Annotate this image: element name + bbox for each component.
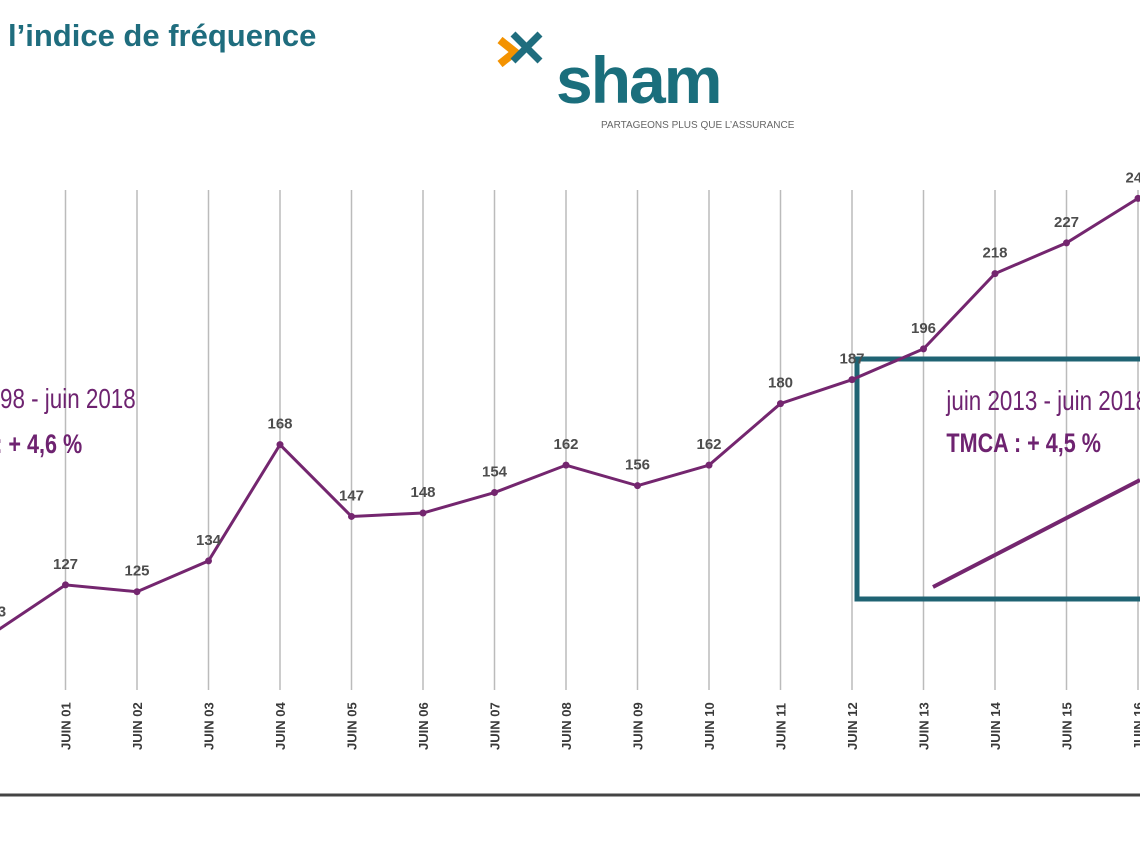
x-tick-label: JUIN 07 <box>488 702 503 750</box>
x-tick-label: JUIN 11 <box>774 703 789 750</box>
point <box>276 441 284 449</box>
point <box>991 270 999 278</box>
point <box>348 512 355 520</box>
value-label: 156 <box>625 457 650 474</box>
x-tick-label: JUIN 05 <box>345 702 360 750</box>
point <box>777 400 784 408</box>
chart-title: l’indice de fréquence <box>8 18 316 53</box>
x-tick-label: JUIN 15 <box>1060 702 1075 750</box>
logo: sham PARTAGEONS PLUS QUE L’ASSURANCE <box>497 31 795 131</box>
point <box>562 461 570 469</box>
value-label: 125 <box>124 563 149 580</box>
point <box>1134 194 1140 202</box>
value-label: 134 <box>196 532 222 549</box>
value-label: 154 <box>482 464 508 481</box>
x-tick-label: JUIN 08 <box>559 702 574 750</box>
annotation-period: juin 2013 - juin 2018 <box>946 386 1140 417</box>
value-label: 168 <box>267 416 292 433</box>
point <box>848 376 856 384</box>
point <box>1063 239 1070 247</box>
value-label: 180 <box>768 375 793 392</box>
x-tick-label: JUIN 10 <box>702 702 717 750</box>
x-tick-label: JUIN 04 <box>273 702 288 750</box>
value-label: 162 <box>553 436 578 453</box>
annotation-rate: : + 4,6 % <box>0 430 82 460</box>
point <box>705 461 713 469</box>
point <box>133 588 141 596</box>
x-tick-label: JUIN 13 <box>917 702 932 750</box>
value-label: 148 <box>410 484 435 501</box>
annotation-rate: TMCA : + 4,5 % <box>946 429 1101 459</box>
x-tick-label: JUIN 06 <box>416 702 431 750</box>
annotation-period: 98 - juin 2018 <box>0 384 136 415</box>
x-tick-label: JUIN 09 <box>631 702 646 750</box>
value-label: 227 <box>1054 214 1079 231</box>
value-label: 162 <box>696 436 721 453</box>
x-tick-label: JUIN 02 <box>130 702 145 750</box>
value-label: 240 <box>1125 169 1140 186</box>
x-tick-label: JUIN 14 <box>988 702 1003 750</box>
value-label: 187 <box>839 351 864 368</box>
point <box>634 482 641 490</box>
point <box>205 557 212 565</box>
logo-text: sham <box>556 43 720 117</box>
value-label: 147 <box>339 487 364 504</box>
point <box>419 509 427 517</box>
highlight-box <box>854 356 1140 602</box>
x-tick-label: JUIN 01 <box>59 702 74 750</box>
tagline: PARTAGEONS PLUS QUE L’ASSURANCE <box>601 120 795 131</box>
point <box>491 489 498 497</box>
value-label: 218 <box>982 245 1007 262</box>
trend-line <box>932 478 1140 589</box>
point <box>920 345 927 353</box>
point <box>62 581 69 589</box>
value-label: 113 <box>0 604 6 621</box>
x-tick-label: JUIN 16 <box>1131 702 1140 750</box>
value-label: 196 <box>911 320 936 337</box>
x-tick-label: JUIN 12 <box>845 702 860 750</box>
x-tick-label: JUIN 03 <box>202 702 217 750</box>
value-label: 127 <box>53 556 78 573</box>
